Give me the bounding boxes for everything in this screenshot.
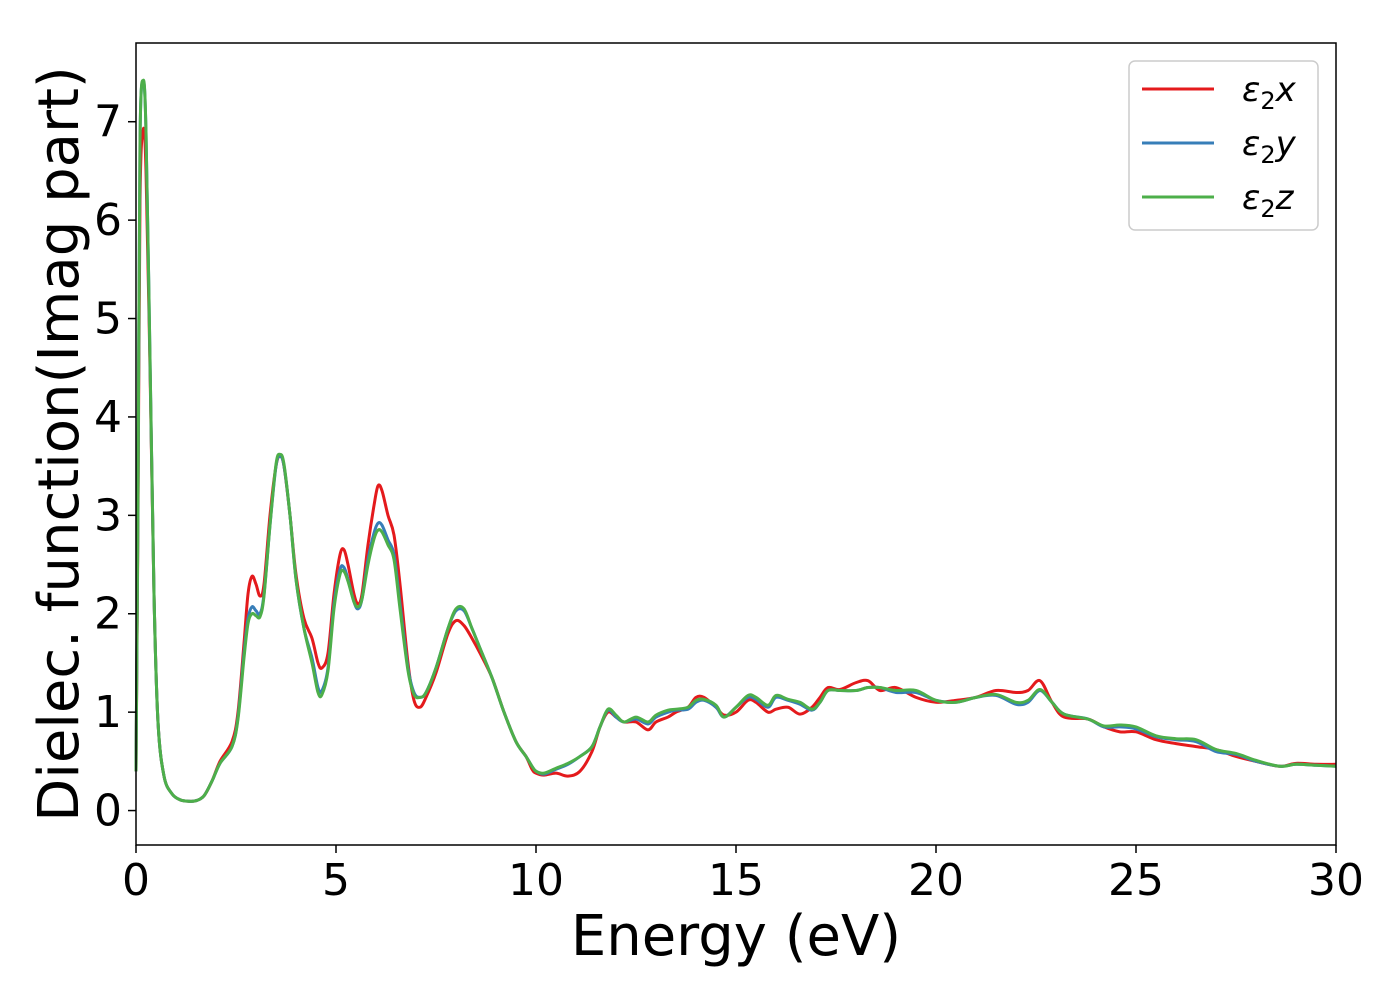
x-axis-title: Energy (eV): [571, 904, 901, 969]
y-tick-label: 4: [94, 392, 122, 443]
x-tick-label: 15: [708, 855, 764, 906]
x-tick-label: 5: [322, 855, 350, 906]
legend-subscript: 2: [1260, 141, 1275, 169]
legend-symbol: ε: [1242, 178, 1260, 218]
y-axis-ticks: 0 1 2 3 4 5 6 7: [94, 97, 136, 837]
y-tick-label: 5: [94, 294, 122, 345]
y-tick-label: 7: [94, 97, 122, 148]
legend-label-z: ε2z: [1242, 178, 1295, 223]
y-tick-label: 2: [94, 589, 122, 640]
x-axis-ticks: 0 5 10 15 20 25 30: [122, 845, 1364, 906]
legend-subscript: 2: [1260, 87, 1275, 115]
plot-lines: [134, 78, 1337, 803]
y-tick-label: 3: [94, 490, 122, 541]
series-line-z: [134, 78, 1337, 803]
legend-label-y: ε2y: [1242, 124, 1297, 169]
legend-label-x: ε2x: [1242, 70, 1297, 115]
x-tick-label: 25: [1108, 855, 1164, 906]
legend-box: [1128, 60, 1319, 231]
legend-subscript: 2: [1260, 195, 1275, 223]
legend-axis: x: [1275, 70, 1297, 110]
y-tick-label: 1: [94, 687, 122, 738]
legend-axis: z: [1275, 178, 1295, 218]
x-tick-label: 0: [122, 855, 150, 906]
y-tick-label: 0: [94, 786, 122, 837]
legend-symbol: ε: [1242, 70, 1260, 110]
x-tick-label: 30: [1308, 855, 1364, 906]
legend-symbol: ε: [1242, 124, 1260, 164]
legend-axis: y: [1275, 124, 1297, 164]
y-tick-label: 6: [94, 195, 122, 246]
x-tick-label: 20: [908, 855, 964, 906]
x-tick-label: 10: [508, 855, 564, 906]
y-axis-title: Dielec. function(Imag part): [27, 66, 92, 822]
